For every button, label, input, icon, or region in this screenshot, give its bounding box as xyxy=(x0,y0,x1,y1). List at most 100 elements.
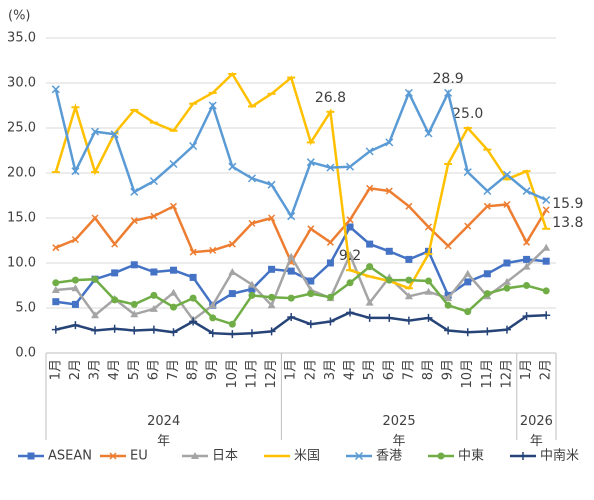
x-tick-label: 11月 xyxy=(480,359,495,389)
marker xyxy=(268,293,276,301)
marker xyxy=(91,214,99,222)
marker xyxy=(483,327,492,336)
marker xyxy=(228,330,237,339)
legend-label: 中南米 xyxy=(540,448,579,464)
marker xyxy=(444,294,453,302)
marker xyxy=(130,261,138,269)
data-label: 9.2 xyxy=(339,248,361,264)
marker xyxy=(483,202,491,210)
marker xyxy=(444,301,452,309)
legend-item: 中南米 xyxy=(510,448,579,464)
marker xyxy=(150,268,158,276)
marker xyxy=(365,147,374,156)
marker xyxy=(366,184,374,192)
y-tick-label: 0.0 xyxy=(15,346,36,361)
marker xyxy=(522,186,531,196)
legend-marker xyxy=(109,452,117,460)
marker xyxy=(405,202,413,210)
marker xyxy=(542,287,550,295)
marker xyxy=(326,163,335,172)
marker xyxy=(228,268,237,275)
marker xyxy=(346,279,354,287)
marker xyxy=(385,276,393,284)
marker xyxy=(306,320,315,329)
marker xyxy=(110,130,119,139)
marker xyxy=(483,270,491,278)
x-tick-label: 1月 xyxy=(48,359,63,380)
marker xyxy=(424,287,433,295)
x-tick-label: 10月 xyxy=(460,359,475,389)
series-line xyxy=(54,89,547,220)
legend-item: 米国 xyxy=(264,449,320,464)
marker xyxy=(247,174,256,183)
marker xyxy=(150,291,158,299)
marker xyxy=(149,177,158,186)
x-tick-label: 2月 xyxy=(68,359,83,380)
x-tick-label: 9月 xyxy=(441,359,456,380)
marker xyxy=(51,325,60,334)
marker xyxy=(149,304,158,312)
marker xyxy=(405,276,413,284)
data-label: 25.0 xyxy=(452,106,483,122)
marker xyxy=(463,168,472,177)
marker xyxy=(542,257,550,265)
marker xyxy=(189,294,197,302)
legend-label: 中東 xyxy=(458,448,484,464)
marker xyxy=(502,325,511,334)
marker xyxy=(208,301,217,309)
legend-marker xyxy=(354,451,364,461)
legend-label: 日本 xyxy=(212,449,238,464)
marker xyxy=(346,308,355,317)
marker xyxy=(248,219,256,227)
marker xyxy=(405,255,413,263)
x-tick-label: 8月 xyxy=(186,359,201,380)
x-tick-label: 7月 xyxy=(401,359,416,380)
marker xyxy=(71,236,79,244)
marker xyxy=(444,88,453,97)
series-line xyxy=(55,186,548,265)
marker xyxy=(111,296,119,304)
marker xyxy=(522,262,531,270)
y-tick-label: 10.0 xyxy=(7,256,36,271)
marker xyxy=(502,277,511,285)
marker xyxy=(130,326,139,335)
marker xyxy=(91,275,99,283)
data-label: 26.8 xyxy=(315,90,346,106)
marker xyxy=(228,162,237,171)
marker xyxy=(267,301,276,309)
marker xyxy=(130,217,138,225)
x-tick-label: 12月 xyxy=(499,359,514,389)
x-tick-label: 6月 xyxy=(146,359,161,380)
data-label: 28.9 xyxy=(433,71,464,87)
marker xyxy=(91,127,100,136)
marker xyxy=(346,216,354,224)
marker xyxy=(346,223,354,231)
marker xyxy=(110,324,119,333)
group-label: 2024年 xyxy=(147,414,181,449)
y-tick-label: 35.0 xyxy=(7,31,36,46)
marker xyxy=(189,273,197,281)
legend-item: ASEAN xyxy=(18,449,92,464)
marker xyxy=(71,167,80,176)
y-tick-label: 20.0 xyxy=(7,166,36,181)
series-line xyxy=(55,225,547,307)
legend-label: ASEAN xyxy=(48,449,92,464)
marker xyxy=(91,326,100,335)
y-tick-label: 30.0 xyxy=(7,76,36,91)
marker xyxy=(130,187,139,196)
marker xyxy=(404,88,413,97)
marker xyxy=(326,238,334,246)
x-tick-label: 11月 xyxy=(244,359,259,389)
marker xyxy=(268,265,276,273)
legend-marker xyxy=(27,452,35,460)
marker xyxy=(169,159,178,169)
marker xyxy=(326,317,335,326)
marker xyxy=(189,141,198,151)
marker xyxy=(464,308,472,316)
series xyxy=(51,85,551,221)
legend-label: EU xyxy=(130,449,148,464)
marker xyxy=(111,240,119,248)
series xyxy=(51,243,551,323)
marker xyxy=(149,325,158,334)
